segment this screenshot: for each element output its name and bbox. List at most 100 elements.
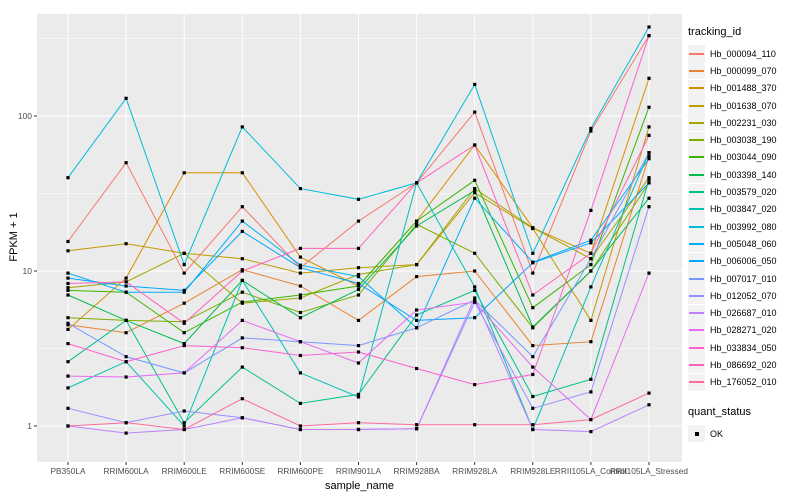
line-swatch-icon: [689, 363, 704, 366]
x-tick-label: RRIM928LA: [452, 466, 498, 476]
legend-key: [688, 339, 705, 357]
legend-item-label: OK: [710, 428, 724, 439]
legend-key: [688, 373, 705, 391]
line-swatch-icon: [689, 225, 704, 228]
y-tick-label: 100: [18, 111, 32, 121]
x-tick-label: RRIM600PE: [277, 466, 324, 476]
tracking-id-legend-items: Hb_000094_110 Hb_000099_070 Hb_001488_37…: [688, 45, 798, 391]
data-points: [66, 25, 651, 435]
line-swatch-icon: [689, 312, 704, 315]
legend-key: [688, 287, 705, 305]
legend-item-label: Hb_176052_010: [710, 377, 777, 388]
line-swatch-icon: [689, 87, 704, 90]
line-swatch-icon: [689, 329, 704, 332]
square-point-icon: [694, 431, 699, 436]
legend-item: Hb_000094_110: [688, 45, 798, 63]
legend: tracking_id Hb_000094_110 Hb_000099_070 …: [688, 26, 798, 443]
x-axis-title: sample_name: [324, 480, 395, 492]
legend-item-label: Hb_003044_090: [710, 152, 777, 163]
legend-item-label: Hb_028271_020: [710, 325, 777, 336]
x-tick-label: RRIM600LA: [103, 466, 149, 476]
line-swatch-icon: [689, 173, 704, 176]
x-tick-label: RRIM600LE: [162, 466, 208, 476]
legend-item: Hb_026687_010: [688, 304, 798, 322]
quant-status-legend-items: OK: [688, 425, 798, 443]
legend-item-label: Hb_000099_070: [710, 65, 777, 76]
legend-item: Hb_001488_370: [688, 79, 798, 97]
axes: 1 10 100 PB350LA RRIM600LA RRIM600LE RRIM600SE…: [18, 111, 689, 476]
legend-item: Hb_028271_020: [688, 321, 798, 339]
y-axis-title: FPKM + 1: [8, 212, 20, 262]
legend-item-label: Hb_026687_010: [710, 308, 777, 319]
legend-key: [688, 218, 705, 236]
quant-status-legend: quant_status OK: [688, 405, 798, 443]
legend-key: [688, 321, 705, 339]
legend-key: [688, 183, 705, 201]
y-tick-label: 1: [27, 421, 32, 431]
legend-item: Hb_003579_020: [688, 183, 798, 201]
legend-item-label: Hb_007017_010: [710, 273, 777, 284]
x-tick-label: RRIM928BA: [394, 466, 441, 476]
legend-item: Hb_012052_070: [688, 287, 798, 305]
line-swatch-icon: [689, 139, 704, 142]
legend-key: [688, 79, 705, 97]
line-swatch-icon: [689, 381, 704, 384]
legend-item: Hb_003398_140: [688, 166, 798, 184]
legend-item: Hb_003038_190: [688, 131, 798, 149]
legend-key: [688, 356, 705, 374]
line-swatch-icon: [689, 260, 704, 263]
legend-key: [688, 166, 705, 184]
x-tick-label: RRIM901LA: [336, 466, 382, 476]
legend-title-tracking-id: tracking_id: [688, 26, 742, 38]
line-swatch-icon: [689, 104, 704, 107]
line-swatch-icon: [689, 156, 704, 159]
legend-item-label: Hb_086692_020: [710, 359, 777, 370]
legend-item-label: Hb_002231_030: [710, 117, 777, 128]
legend-key: [688, 148, 705, 166]
legend-title-quant-status: quant_status: [688, 405, 751, 418]
legend-item-label: Hb_003398_140: [710, 169, 777, 180]
line-swatch-icon: [689, 346, 704, 349]
legend-key: [688, 45, 705, 63]
line-swatch-icon: [689, 121, 704, 124]
y-tick-label: 10: [23, 266, 33, 276]
legend-item-label: Hb_001488_370: [710, 83, 777, 94]
legend-item: Hb_003847_020: [688, 200, 798, 218]
legend-item: Hb_176052_010: [688, 373, 798, 391]
legend-item-label: Hb_003992_080: [710, 221, 777, 232]
x-tick-label: RRIM600SE: [219, 466, 266, 476]
legend-key: [688, 62, 705, 80]
legend-key: [688, 200, 705, 218]
line-swatch-icon: [689, 294, 704, 297]
line-swatch-icon: [689, 242, 704, 245]
legend-key: [688, 304, 705, 322]
legend-item: Hb_003992_080: [688, 218, 798, 236]
legend-key: [688, 425, 705, 443]
legend-item-label: Hb_003847_020: [710, 204, 777, 215]
line-swatch-icon: [689, 208, 704, 211]
legend-item-label: Hb_005048_060: [710, 238, 777, 249]
legend-item: Hb_003044_090: [688, 148, 798, 166]
gridlines: [37, 14, 682, 462]
legend-key: [688, 114, 705, 132]
legend-item: OK: [688, 425, 798, 443]
panel-background: [37, 14, 682, 462]
x-tick-label: RRII105LA_Stressed: [610, 466, 688, 476]
legend-key: [688, 270, 705, 287]
legend-key: [688, 97, 705, 115]
legend-item: Hb_007017_010: [688, 270, 798, 287]
legend-key: [688, 131, 705, 149]
legend-item-label: Hb_003579_020: [710, 187, 777, 198]
legend-item: Hb_001638_070: [688, 97, 798, 115]
legend-item-label: Hb_000094_110: [710, 48, 776, 59]
legend-item: Hb_006006_050: [688, 252, 798, 270]
legend-item-label: Hb_012052_070: [710, 290, 777, 301]
x-tick-label: RRII105LA_Control: [555, 466, 627, 476]
x-tick-label: PB350LA: [50, 466, 86, 476]
legend-item: Hb_002231_030: [688, 114, 798, 132]
legend-item: Hb_000099_070: [688, 62, 798, 80]
legend-item-label: Hb_033834_050: [710, 342, 777, 353]
line-swatch-icon: [689, 277, 704, 280]
